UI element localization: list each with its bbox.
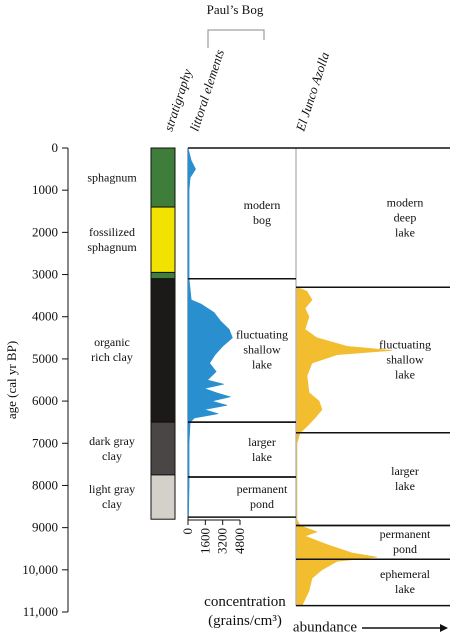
x-tick-label: 3200	[215, 528, 230, 554]
layer	[150, 206, 176, 273]
layer-label: organic rich clay	[91, 335, 133, 365]
y-tick-label: 8000	[32, 477, 58, 492]
zone-label: ephemeral lake	[380, 567, 430, 597]
layer	[150, 421, 176, 476]
y-tick-label: 9000	[32, 520, 58, 535]
zone-label: fluctuating shallow lake	[379, 337, 431, 382]
y-tick-label: 2000	[32, 224, 58, 239]
layer	[150, 147, 176, 208]
x-tick-label: 1600	[197, 528, 212, 554]
layer-label: sphagnum	[87, 170, 137, 185]
x-tick-label: 0	[180, 528, 195, 535]
layer	[150, 474, 176, 520]
x-axis-title: abundance	[292, 619, 358, 636]
zone-label: permanent pond	[379, 527, 431, 557]
y-tick-label: 4000	[32, 309, 58, 324]
layer-label: light gray clay	[88, 482, 136, 512]
layer-label: fossilized sphagnum	[87, 224, 137, 254]
y-tick-label: 5000	[32, 351, 58, 366]
azolla-title: El Junco Azolla	[292, 50, 332, 134]
zone-label: modern deep lake	[386, 195, 424, 240]
y-tick-label: 7000	[32, 435, 58, 450]
site-title: Paul’s Bog	[207, 2, 264, 17]
bracket	[207, 29, 265, 48]
y-tick-label: 11,000	[23, 604, 58, 619]
zone-label: larger lake	[391, 464, 419, 494]
arrow-head	[440, 624, 448, 632]
zone-label: fluctuating shallow lake	[236, 327, 288, 372]
y-tick-label: 0	[52, 140, 59, 155]
azolla-area	[296, 286, 393, 606]
layer	[150, 271, 176, 280]
zone-label: modern bog	[243, 198, 281, 228]
layer	[150, 278, 176, 423]
x-axis-title: concentration (grains/cm³)	[204, 594, 286, 629]
y-tick-label: 1000	[32, 182, 58, 197]
y-axis-title: age (cal yr BP)	[4, 341, 19, 419]
zone-label: permanent pond	[236, 482, 288, 512]
littoral-title: littoral elements	[187, 48, 227, 133]
littoral-area	[187, 147, 233, 518]
zone-label: larger lake	[248, 434, 276, 464]
y-tick-label: 6000	[32, 393, 58, 408]
x-tick-label: 4800	[232, 528, 247, 554]
y-tick-label: 3000	[32, 267, 58, 282]
layer-label: dark gray clay	[89, 433, 135, 463]
y-tick-label: 10,000	[22, 562, 58, 577]
